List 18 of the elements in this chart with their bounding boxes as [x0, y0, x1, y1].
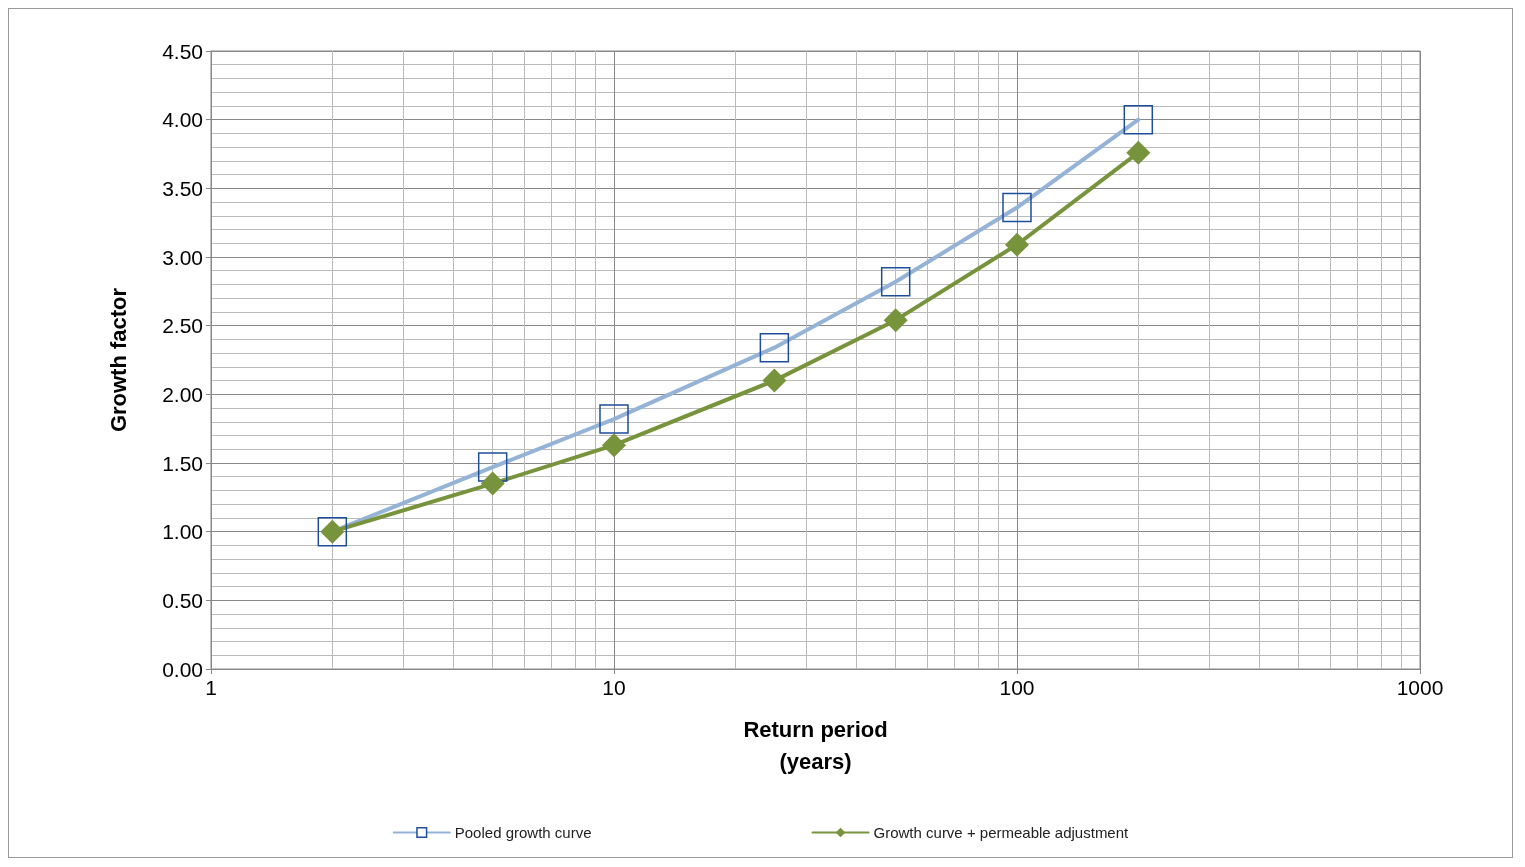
y-tick-label: 4.00 — [162, 108, 203, 132]
y-tick-label: 1.50 — [162, 451, 203, 475]
y-tick-label: 1.00 — [162, 520, 203, 544]
y-tick-label: 4.50 — [162, 39, 203, 63]
y-tick-label: 3.50 — [162, 176, 203, 200]
x-tick-label: 100 — [999, 676, 1035, 699]
y-tick-label: 0.00 — [162, 657, 203, 681]
y-axis-title: Growth factor — [105, 287, 131, 433]
y-tick-label: 3.00 — [162, 245, 203, 269]
y-tick-label: 0.50 — [162, 588, 203, 612]
y-tick-label: 2.50 — [162, 314, 203, 338]
x-tick-label: 10 — [602, 676, 626, 699]
y-tick-label: 2.00 — [162, 382, 203, 406]
x-axis-title: Return period (years) — [743, 716, 888, 774]
legend-label: Pooled growth curve — [454, 824, 592, 841]
x-tick-label: 1000 — [1396, 676, 1444, 699]
x-tick-label: 1 — [205, 676, 217, 699]
legend-label: Growth curve + permeable adjustment — [873, 824, 1130, 841]
